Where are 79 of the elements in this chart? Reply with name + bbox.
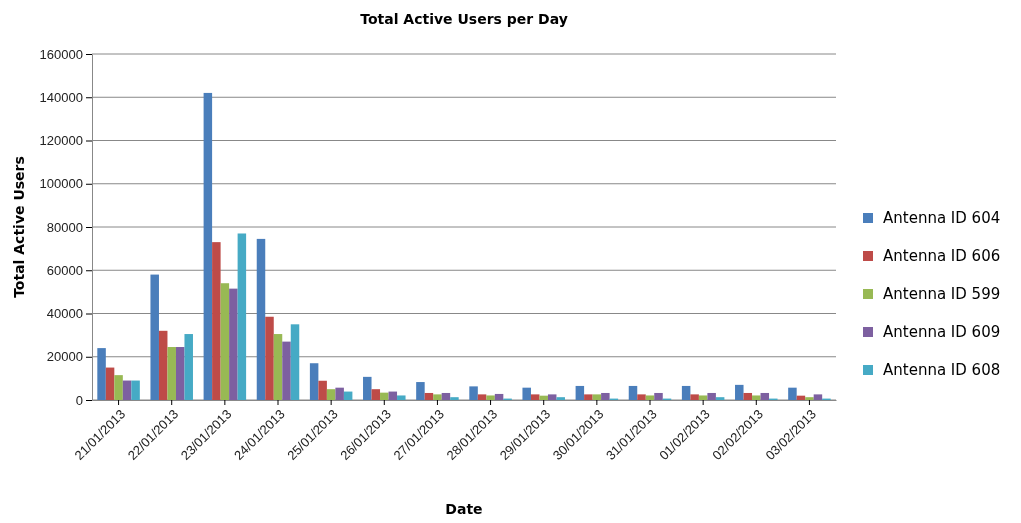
x-axis-title: Date — [445, 501, 483, 517]
bar — [122, 380, 132, 400]
bar — [326, 389, 336, 400]
bar — [575, 385, 585, 400]
bar — [628, 385, 638, 400]
bar — [158, 330, 168, 400]
chart-title: Total Active Users per Day — [360, 11, 568, 27]
y-tick-label: 20000 — [46, 349, 83, 365]
bar — [290, 324, 300, 400]
bar — [707, 392, 716, 400]
bar — [715, 397, 725, 400]
bar — [265, 316, 274, 400]
y-tick-label: 100000 — [39, 176, 83, 192]
bar — [681, 385, 691, 400]
bar — [212, 242, 221, 400]
bar — [530, 394, 540, 400]
bar — [477, 394, 487, 400]
bar — [424, 392, 434, 400]
legend-label: Antenna ID 606 — [883, 247, 1001, 266]
bar — [371, 389, 381, 400]
bar — [735, 384, 744, 400]
bar — [450, 397, 459, 400]
legend-label: Antenna ID 599 — [883, 285, 1001, 304]
y-tick-label: 80000 — [46, 219, 83, 235]
y-axis-title: Total Active Users — [11, 156, 27, 298]
bar — [805, 397, 814, 400]
bar — [363, 376, 372, 400]
bar — [760, 392, 770, 400]
bar — [416, 382, 425, 400]
bar — [150, 274, 159, 400]
bar — [105, 367, 115, 400]
bar — [441, 392, 451, 400]
bar — [175, 347, 185, 400]
bar — [380, 392, 389, 400]
bar — [539, 395, 548, 400]
bar — [469, 386, 478, 400]
bar — [97, 348, 106, 400]
bar — [698, 395, 708, 400]
bar — [184, 334, 193, 400]
bar — [273, 334, 283, 400]
y-tick-label: 0 — [75, 392, 83, 408]
y-tick-label: 120000 — [39, 133, 83, 149]
legend-label: Antenna ID 609 — [883, 323, 1001, 342]
y-tick-label: 140000 — [39, 89, 83, 105]
bar — [397, 395, 406, 400]
bar — [637, 394, 646, 400]
y-tick-label: 60000 — [46, 262, 83, 278]
bar — [494, 393, 504, 400]
bar — [645, 395, 655, 400]
bar — [203, 92, 213, 400]
bar — [556, 397, 565, 400]
bar — [752, 395, 761, 400]
bar — [743, 392, 753, 400]
bar — [601, 392, 610, 400]
legend-label: Antenna ID 604 — [883, 209, 1001, 228]
bar — [788, 387, 797, 400]
bar — [282, 341, 291, 400]
bar — [584, 394, 593, 400]
bar — [229, 288, 238, 400]
bar — [309, 363, 319, 400]
bar — [813, 394, 823, 400]
bar — [522, 387, 531, 400]
bar — [237, 233, 247, 400]
bar — [131, 380, 140, 400]
y-tick-label: 160000 — [39, 46, 83, 62]
bar — [433, 394, 442, 400]
bar — [167, 347, 176, 400]
bar — [592, 394, 602, 400]
bar — [547, 394, 557, 400]
bar — [690, 394, 699, 400]
bar — [220, 283, 230, 400]
y-tick-label: 40000 — [46, 306, 83, 322]
bar — [256, 238, 266, 400]
legend-label: Antenna ID 608 — [883, 361, 1001, 380]
bar — [335, 387, 344, 400]
bar — [318, 380, 327, 400]
bar — [654, 392, 663, 400]
bar — [486, 395, 495, 400]
bar — [114, 375, 123, 400]
